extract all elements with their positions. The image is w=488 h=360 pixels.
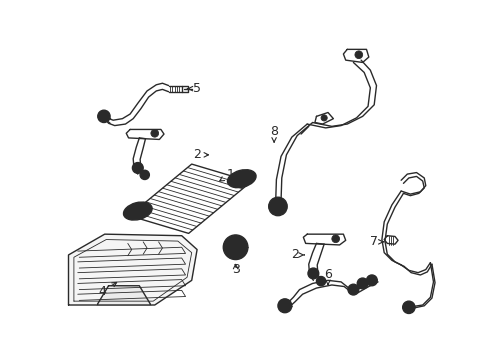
Circle shape <box>318 278 323 284</box>
Polygon shape <box>126 130 163 139</box>
Polygon shape <box>129 164 250 233</box>
Polygon shape <box>68 234 197 305</box>
Circle shape <box>223 235 247 260</box>
Circle shape <box>277 299 291 313</box>
Circle shape <box>310 270 316 276</box>
Circle shape <box>151 130 158 137</box>
Circle shape <box>135 165 141 171</box>
Text: 7: 7 <box>369 235 383 248</box>
Text: 3: 3 <box>231 263 239 276</box>
Text: 5: 5 <box>187 82 201 95</box>
Circle shape <box>331 235 339 243</box>
Circle shape <box>316 276 325 286</box>
Text: 6: 6 <box>324 268 331 284</box>
Text: 4: 4 <box>98 283 117 298</box>
Polygon shape <box>314 112 333 124</box>
Ellipse shape <box>227 170 256 188</box>
Circle shape <box>307 268 318 279</box>
Ellipse shape <box>123 202 152 220</box>
Polygon shape <box>97 286 151 305</box>
Circle shape <box>402 301 414 314</box>
Circle shape <box>268 197 286 216</box>
Ellipse shape <box>128 205 147 217</box>
Circle shape <box>404 303 412 311</box>
Text: 1: 1 <box>219 168 234 181</box>
Circle shape <box>226 239 244 256</box>
Circle shape <box>280 301 289 310</box>
Circle shape <box>357 278 367 289</box>
Ellipse shape <box>231 173 251 185</box>
Polygon shape <box>303 234 345 245</box>
Circle shape <box>98 110 110 122</box>
Text: 8: 8 <box>269 125 278 142</box>
Polygon shape <box>343 49 368 62</box>
Text: 2: 2 <box>290 248 304 261</box>
Circle shape <box>132 163 143 173</box>
Circle shape <box>142 172 147 177</box>
Circle shape <box>366 275 377 286</box>
Circle shape <box>140 170 149 180</box>
Circle shape <box>271 200 284 213</box>
Circle shape <box>347 284 358 295</box>
Circle shape <box>354 51 362 59</box>
Text: 2: 2 <box>193 148 208 161</box>
Circle shape <box>100 112 107 120</box>
Circle shape <box>230 242 241 253</box>
Circle shape <box>321 115 326 121</box>
